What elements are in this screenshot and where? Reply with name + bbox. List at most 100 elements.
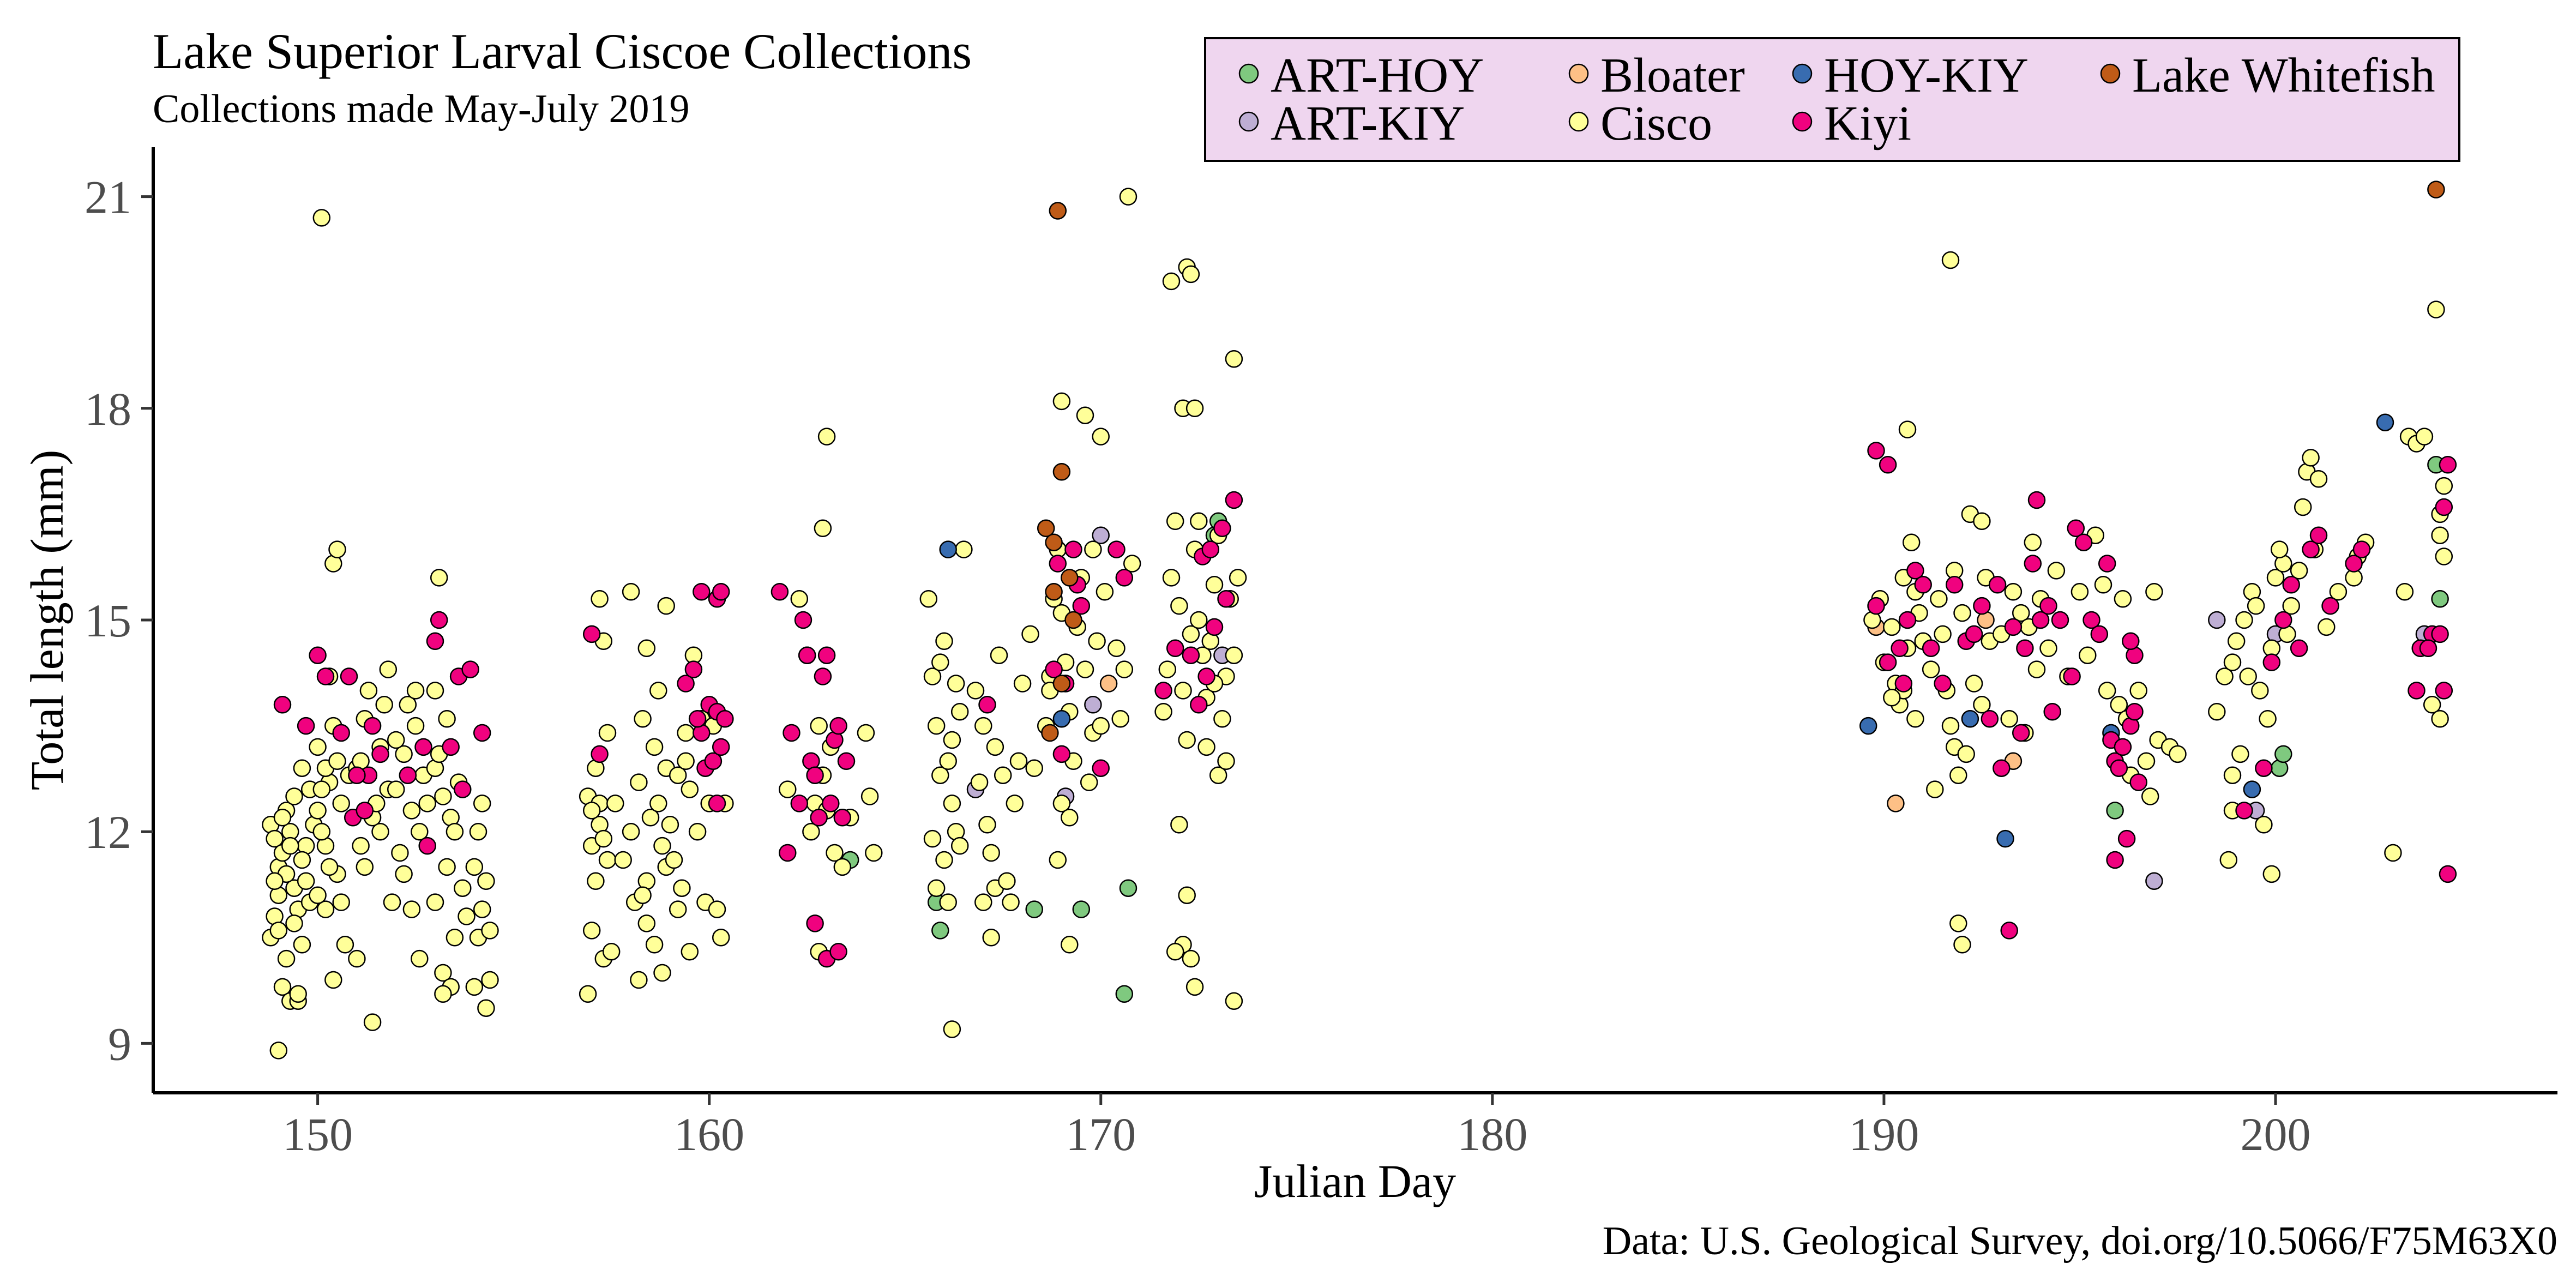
data-point: [950, 836, 969, 855]
data-point: [2223, 766, 2242, 784]
data-point: [465, 978, 484, 996]
data-point: [1225, 491, 1243, 509]
data-point: [1123, 555, 1141, 573]
data-point: [1217, 752, 1235, 771]
data-point: [1887, 795, 1905, 812]
data-point: [1867, 442, 1885, 460]
data-point: [2106, 851, 2124, 869]
data-point: [1213, 709, 1231, 728]
data-point: [927, 879, 946, 897]
data-point: [927, 717, 946, 735]
data-point: [371, 822, 389, 841]
data-point: [434, 787, 452, 805]
data-point: [481, 971, 499, 989]
data-point: [430, 569, 448, 587]
data-point: [1973, 512, 1991, 531]
data-point: [1108, 540, 1126, 558]
data-point: [645, 936, 664, 954]
data-point: [645, 738, 664, 756]
data-point: [1111, 709, 1129, 728]
data-point: [1973, 597, 1991, 615]
data-point: [309, 738, 327, 756]
data-point: [383, 893, 401, 911]
data-point: [1115, 985, 1134, 1003]
data-point: [2169, 745, 2187, 763]
data-point: [2302, 540, 2320, 558]
legend-label: Kiyi: [1824, 97, 1911, 151]
data-point: [637, 914, 656, 932]
legend-box: [1204, 37, 2460, 162]
data-point: [2419, 639, 2437, 658]
data-point: [2012, 724, 2030, 742]
data-point: [837, 752, 856, 771]
data-point: [665, 851, 683, 869]
data-point: [399, 766, 417, 784]
data-point: [411, 949, 429, 968]
data-point: [1009, 752, 1028, 771]
data-point: [273, 809, 292, 827]
data-point: [1096, 582, 1114, 601]
data-point: [970, 773, 989, 791]
x-tick-label: 190: [1849, 1108, 1919, 1160]
data-point: [1859, 717, 1877, 735]
data-point: [1045, 660, 1063, 678]
data-point: [438, 709, 456, 728]
data-point: [1182, 625, 1200, 643]
data-point: [2012, 604, 2030, 622]
data-point: [2259, 709, 2277, 728]
data-point: [1072, 900, 1091, 918]
data-point: [865, 844, 883, 862]
data-point: [829, 717, 847, 735]
data-point: [978, 696, 996, 714]
data-point: [1170, 816, 1188, 834]
data-point: [293, 936, 311, 954]
data-point: [426, 632, 444, 651]
data-point: [418, 795, 436, 812]
data-point: [641, 809, 660, 827]
y-tick-label: 12: [85, 806, 131, 858]
data-point: [1205, 576, 1224, 594]
data-point: [2282, 597, 2300, 615]
data-point: [2294, 498, 2312, 516]
data-point: [2043, 702, 2061, 721]
data-point: [359, 682, 378, 700]
data-point: [1902, 533, 1921, 551]
data-point: [1965, 625, 1983, 643]
data-point: [2051, 611, 2069, 629]
x-axis-title: Julian Day: [1254, 1155, 1456, 1207]
chart-subtitle: Collections made May-July 2019: [153, 87, 689, 131]
data-point: [1006, 795, 1024, 812]
legend-label: Lake Whitefish: [2132, 49, 2435, 103]
data-point: [387, 731, 405, 749]
data-point: [2243, 780, 2261, 798]
data-point: [1926, 780, 1944, 798]
data-point: [1092, 717, 1110, 735]
data-point: [406, 682, 425, 700]
data-point: [324, 971, 342, 989]
data-point: [923, 829, 942, 848]
data-point: [1119, 188, 1137, 206]
data-point: [328, 540, 346, 558]
data-point: [1867, 597, 1885, 615]
data-point: [2384, 844, 2402, 862]
data-point: [1178, 886, 1196, 904]
data-point: [2004, 582, 2023, 601]
y-tick-label: 18: [85, 383, 131, 435]
data-point: [2439, 456, 2457, 474]
data-point: [1996, 829, 2014, 848]
data-point: [2408, 682, 2425, 700]
data-point: [473, 724, 491, 742]
data-point: [1945, 576, 1964, 594]
data-point: [1088, 632, 1106, 651]
data-point: [285, 787, 303, 805]
data-point: [402, 802, 421, 820]
data-point: [582, 922, 601, 940]
data-point: [2016, 639, 2034, 658]
data-point: [653, 836, 671, 855]
data-point: [1190, 611, 1208, 629]
data-point: [1205, 618, 1224, 636]
data-point: [598, 851, 617, 869]
data-point: [1045, 533, 1063, 551]
data-point: [716, 709, 734, 728]
